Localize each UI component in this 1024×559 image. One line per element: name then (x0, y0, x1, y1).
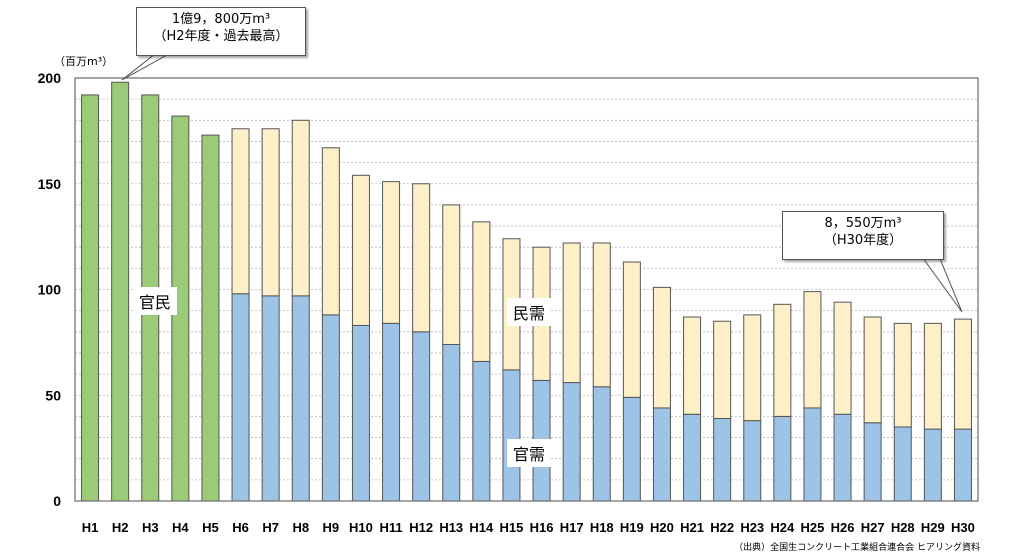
series-label-kanmin: 官民 (133, 287, 178, 315)
callout-latest-note: （H30年度） (823, 233, 903, 248)
bar-minju (321, 147, 340, 316)
x-tick-label: H26 (831, 520, 855, 535)
bar-kanju (261, 295, 280, 502)
bar-kanmin (111, 81, 130, 502)
y-tick-label: 100 (38, 282, 62, 298)
bar-kanju (803, 407, 822, 502)
x-tick-label: H13 (439, 520, 463, 535)
bar-kanju (442, 343, 461, 502)
bar-kanju (622, 396, 641, 502)
bar-kanju (743, 420, 762, 502)
x-tick-label: H30 (951, 520, 975, 535)
callout-latest-value: 8，550万m³ (824, 216, 902, 231)
x-tick-label: H25 (801, 520, 825, 535)
bar-minju (953, 318, 972, 430)
bar-minju (382, 181, 401, 324)
x-tick-label: H19 (620, 520, 644, 535)
x-tick-label: H7 (262, 520, 279, 535)
bar-minju (743, 314, 762, 422)
bar-kanju (953, 428, 972, 502)
bar-kanju (472, 360, 491, 502)
x-tick-label: H17 (560, 520, 584, 535)
bar-minju (351, 174, 370, 326)
bar-minju (803, 291, 822, 409)
x-tick-label: H5 (202, 520, 219, 535)
bar-kanju (592, 386, 611, 502)
bar-minju (291, 119, 310, 297)
bar-kanju (713, 418, 732, 502)
bar-kanju (321, 314, 340, 502)
x-tick-label: H3 (142, 520, 159, 535)
bar-kanju (412, 331, 431, 502)
x-tick-label: H9 (323, 520, 340, 535)
series-label-minju: 民需 (507, 298, 552, 326)
x-tick-label: H10 (349, 520, 373, 535)
x-tick-label: H28 (891, 520, 915, 535)
bar-kanju (923, 428, 942, 502)
bar-minju (622, 261, 641, 398)
x-tick-label: H1 (82, 520, 99, 535)
x-tick-label: H6 (232, 520, 249, 535)
bar-kanju (893, 426, 912, 502)
bar-minju (713, 320, 732, 420)
bar-kanju (382, 322, 401, 502)
x-tick-label: H2 (112, 520, 129, 535)
bar-minju (562, 242, 581, 384)
bar-kanju (652, 407, 671, 502)
x-tick-label: H20 (650, 520, 674, 535)
x-tick-label: H11 (379, 520, 402, 535)
bar-kanju (833, 413, 852, 502)
x-tick-label: H4 (172, 520, 189, 535)
bar-minju (442, 204, 461, 345)
bar-kanju (562, 382, 581, 502)
bar-minju (412, 183, 431, 333)
x-tick-label: H14 (469, 520, 494, 535)
callout-peak: 1億9，800万m³ （H2年度・過去最高） (136, 7, 306, 56)
callout-peak-value: 1億9，800万m³ (171, 12, 271, 27)
bar-kanmin (201, 134, 220, 502)
x-tick-label: H8 (292, 520, 309, 535)
bar-minju (652, 286, 671, 409)
series-label-kanju: 官需 (507, 439, 552, 467)
plot-border (74, 77, 979, 502)
bar-kanju (231, 293, 250, 502)
bar-kanju (351, 324, 370, 502)
bar-minju (683, 316, 702, 415)
bar-kanju (863, 422, 882, 502)
bar-minju (261, 128, 280, 297)
source-note: （出典）全国生コンクリート工業組合連合会 ヒアリング資料 (734, 543, 980, 553)
y-tick-label: 150 (38, 176, 62, 192)
bar-minju (923, 322, 942, 430)
bar-minju (773, 303, 792, 417)
x-tick-label: H29 (921, 520, 945, 535)
callout-latest: 8，550万m³ （H30年度） (782, 211, 944, 260)
x-tick-label: H21 (680, 520, 704, 535)
bar-minju (863, 316, 882, 424)
x-tick-label: H22 (710, 520, 734, 535)
y-unit-label: （百万m³） (54, 55, 114, 68)
bar-minju (833, 301, 852, 415)
bar-kanju (683, 413, 702, 502)
bar-kanju (502, 369, 521, 502)
x-tick-label: H27 (861, 520, 885, 535)
bar-minju (592, 242, 611, 388)
x-tick-label: H15 (500, 520, 524, 535)
y-tick-label: 50 (45, 387, 61, 403)
callout-peak-note: （H2年度・過去最高） (153, 29, 289, 44)
x-tick-label: H23 (740, 520, 764, 535)
bar-minju (231, 128, 250, 295)
bar-kanju (773, 415, 792, 502)
x-tick-label: H18 (590, 520, 614, 535)
bar-kanju (291, 295, 310, 502)
x-tick-label: H16 (530, 520, 554, 535)
y-tick-label: 0 (53, 493, 61, 509)
y-tick-label: 200 (38, 70, 62, 86)
bar-minju (893, 322, 912, 428)
bar-minju (472, 221, 491, 362)
x-tick-label: H12 (409, 520, 433, 535)
bar-kanmin (81, 94, 100, 502)
x-tick-label: H24 (770, 520, 795, 535)
